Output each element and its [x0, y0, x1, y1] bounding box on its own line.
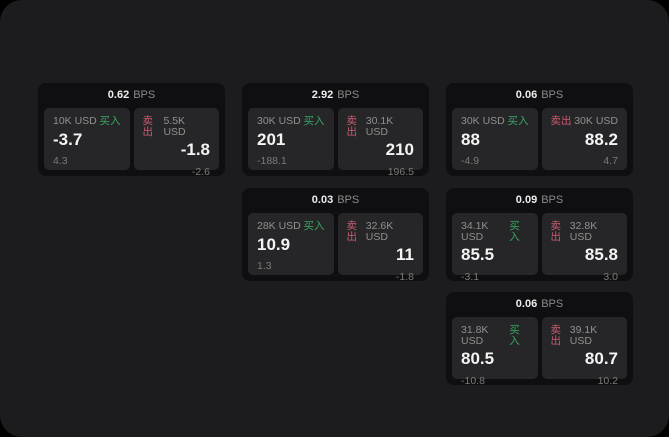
bps-unit-label: BPS — [337, 89, 360, 101]
bps-header: 0.62 BPS — [38, 83, 225, 108]
quote-card: 0.06 BPS 31.8K USD 买入 80.5 -10.8 卖出 39.1… — [446, 292, 633, 386]
sell-amount: 5.5K USD — [163, 115, 186, 138]
sell-delta: 4.7 — [603, 155, 618, 168]
bps-unit-label: BPS — [541, 298, 564, 310]
sell-amount: 32.8K USD — [569, 220, 598, 243]
sell-price: 85.8 — [584, 245, 618, 264]
buy-price: 88 — [461, 129, 480, 149]
buy-delta: -3.1 — [461, 270, 480, 283]
buy-label: 买入 — [507, 115, 529, 127]
buy-label: 买入 — [509, 220, 520, 243]
quote-body: 31.8K USD 买入 80.5 -10.8 卖出 39.1K USD 80.… — [446, 317, 633, 386]
bps-unit-label: BPS — [337, 194, 360, 206]
bps-value: 0.06 — [515, 298, 538, 310]
sell-label: 卖出 — [550, 115, 572, 127]
quote-body: 30K USD 买入 201 -188.1 卖出 30.1K USD 210 1… — [242, 108, 429, 177]
bps-header: 0.06 BPS — [446, 83, 633, 108]
quote-body: 30K USD 买入 88 -4.9 卖出 30K USD 88.2 4.7 — [446, 108, 633, 170]
buy-quote-tile[interactable]: 28K USD 买入 10.9 1.3 — [248, 213, 334, 275]
bps-value: 0.06 — [515, 89, 538, 101]
bps-value: 0.62 — [107, 89, 130, 101]
buy-amount: 31.8K USD — [461, 324, 489, 347]
quote-card: 0.03 BPS 28K USD 买入 10.9 1.3 卖出 32.6K US… — [242, 188, 429, 282]
sell-label: 卖出 — [550, 324, 562, 347]
bps-unit-label: BPS — [133, 89, 156, 101]
quote-card: 0.06 BPS 30K USD 买入 88 -4.9 卖出 30K USD 8… — [446, 83, 633, 176]
bps-value: 0.09 — [515, 194, 538, 206]
buy-delta: 1.3 — [257, 260, 272, 273]
buy-label: 买入 — [303, 115, 325, 127]
sell-label: 卖出 — [142, 115, 154, 138]
sell-delta: 196.5 — [387, 165, 414, 178]
buy-delta: 4.3 — [53, 155, 68, 168]
sell-price: 88.2 — [584, 129, 618, 149]
buy-amount: 30K USD — [257, 115, 301, 127]
buy-amount: 34.1K USD — [461, 220, 489, 243]
buy-price: 80.5 — [461, 349, 495, 368]
quote-card: 2.92 BPS 30K USD 买入 201 -188.1 卖出 30.1K … — [242, 83, 429, 177]
bps-header: 2.92 BPS — [242, 83, 429, 108]
buy-label: 买入 — [99, 115, 121, 127]
sell-label: 卖出 — [550, 220, 562, 243]
sell-amount: 32.6K USD — [365, 220, 394, 243]
quote-body: 34.1K USD 买入 85.5 -3.1 卖出 32.8K USD 85.8… — [446, 213, 633, 282]
sell-label: 卖出 — [346, 115, 358, 138]
quote-card: 0.62 BPS 10K USD 买入 -3.7 4.3 卖出 5.5K USD… — [38, 83, 225, 177]
sell-quote-tile[interactable]: 卖出 30.1K USD 210 196.5 — [337, 108, 423, 177]
bps-unit-label: BPS — [541, 89, 564, 101]
sell-price: -1.8 — [180, 140, 210, 159]
buy-price: 10.9 — [257, 234, 291, 254]
buy-price: 201 — [257, 129, 286, 149]
buy-price: -3.7 — [53, 129, 83, 149]
sell-delta: -2.6 — [191, 165, 210, 178]
sell-delta: -1.8 — [395, 270, 414, 283]
buy-amount: 28K USD — [257, 220, 301, 232]
buy-label: 买入 — [303, 220, 325, 232]
buy-quote-tile[interactable]: 31.8K USD 买入 80.5 -10.8 — [452, 317, 538, 386]
sell-amount: 30K USD — [574, 115, 618, 127]
quote-body: 10K USD 买入 -3.7 4.3 卖出 5.5K USD -1.8 -2.… — [38, 108, 225, 177]
buy-delta: -4.9 — [461, 155, 480, 168]
sell-quote-tile[interactable]: 卖出 32.6K USD 11 -1.8 — [337, 213, 423, 282]
sell-price: 80.7 — [584, 349, 618, 368]
sell-delta: 10.2 — [597, 374, 618, 387]
buy-price: 85.5 — [461, 245, 495, 264]
buy-quote-tile[interactable]: 30K USD 买入 88 -4.9 — [452, 108, 538, 170]
sell-price: 11 — [396, 245, 414, 264]
sell-quote-tile[interactable]: 卖出 32.8K USD 85.8 3.0 — [541, 213, 627, 282]
buy-amount: 30K USD — [461, 115, 505, 127]
sell-delta: 3.0 — [603, 270, 618, 283]
quote-body: 28K USD 买入 10.9 1.3 卖出 32.6K USD 11 -1.8 — [242, 213, 429, 282]
bps-header: 0.09 BPS — [446, 188, 633, 213]
buy-amount: 10K USD — [53, 115, 97, 127]
buy-quote-tile[interactable]: 34.1K USD 买入 85.5 -3.1 — [452, 213, 538, 282]
sell-price: 210 — [385, 140, 414, 159]
sell-amount: 39.1K USD — [569, 324, 598, 347]
bps-unit-label: BPS — [541, 194, 564, 206]
sell-quote-tile[interactable]: 卖出 39.1K USD 80.7 10.2 — [541, 317, 627, 386]
bps-header: 0.03 BPS — [242, 188, 429, 213]
quote-card: 0.09 BPS 34.1K USD 买入 85.5 -3.1 卖出 32.8K… — [446, 188, 633, 282]
buy-quote-tile[interactable]: 10K USD 买入 -3.7 4.3 — [44, 108, 130, 170]
sell-quote-tile[interactable]: 卖出 30K USD 88.2 4.7 — [541, 108, 627, 170]
buy-quote-tile[interactable]: 30K USD 买入 201 -188.1 — [248, 108, 334, 170]
bps-value: 2.92 — [311, 89, 334, 101]
sell-label: 卖出 — [346, 220, 358, 243]
sell-quote-tile[interactable]: 卖出 5.5K USD -1.8 -2.6 — [133, 108, 219, 177]
sell-amount: 30.1K USD — [365, 115, 394, 138]
buy-delta: -10.8 — [461, 374, 485, 387]
bps-header: 0.06 BPS — [446, 292, 633, 317]
buy-delta: -188.1 — [257, 155, 287, 168]
buy-label: 买入 — [509, 324, 520, 347]
bps-value: 0.03 — [311, 194, 334, 206]
